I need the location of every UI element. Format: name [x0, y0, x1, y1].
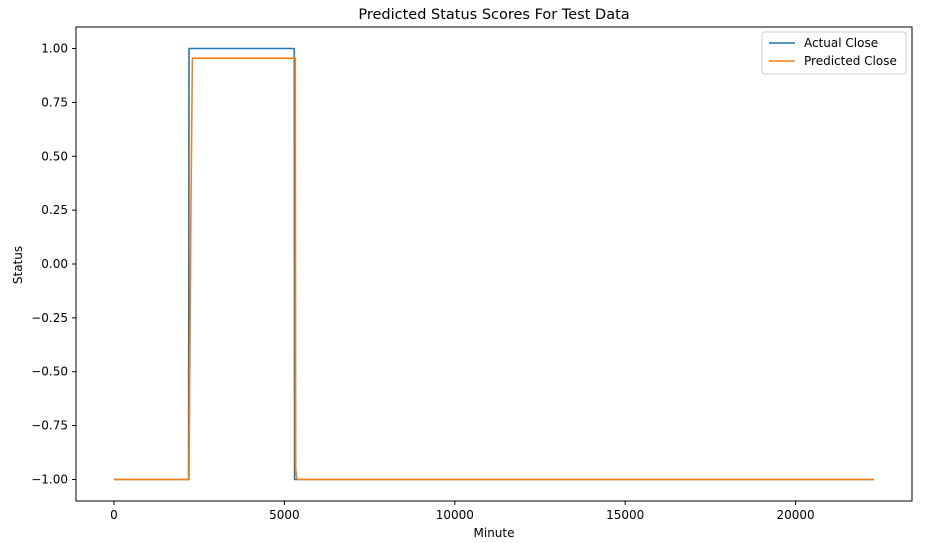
y-tick-label: 0.00 — [41, 257, 68, 271]
x-tick-label: 0 — [110, 508, 118, 522]
x-tick-label: 10000 — [436, 508, 474, 522]
series-line-2 — [114, 57, 874, 481]
plot-area — [75, 26, 913, 502]
y-tick-label: 0.75 — [41, 95, 68, 109]
chart-title: Predicted Status Scores For Test Data — [358, 7, 629, 23]
y-tick-label: −0.25 — [31, 311, 68, 325]
legend: Actual Close Predicted Close — [761, 31, 907, 75]
y-tick-label: 1.00 — [41, 42, 68, 56]
y-tick-label: −0.75 — [31, 419, 68, 433]
x-tick-label: 5000 — [269, 508, 300, 522]
y-tick-label: 0.50 — [41, 149, 68, 163]
y-tick-label: −0.50 — [31, 365, 68, 379]
legend-label-2: Predicted Close — [804, 54, 897, 68]
x-tick-label: 15000 — [606, 508, 644, 522]
legend-box — [761, 31, 907, 75]
legend-label-1: Actual Close — [804, 36, 878, 50]
y-tick-label: −1.00 — [31, 472, 68, 486]
y-tick-label: 0.25 — [41, 203, 68, 217]
x-axis: 0 5000 10000 15000 20000 — [110, 501, 815, 522]
series-line-1 — [114, 47, 874, 481]
y-axis: 1.00 0.75 0.50 0.25 0.00 −0.25 −0.50 −0.75 −1.00 — [31, 42, 76, 486]
x-axis-title: Minute — [474, 526, 515, 540]
plot-frame — [75, 26, 913, 502]
x-tick-label: 20000 — [777, 508, 815, 522]
y-axis-title: Status — [11, 246, 25, 284]
